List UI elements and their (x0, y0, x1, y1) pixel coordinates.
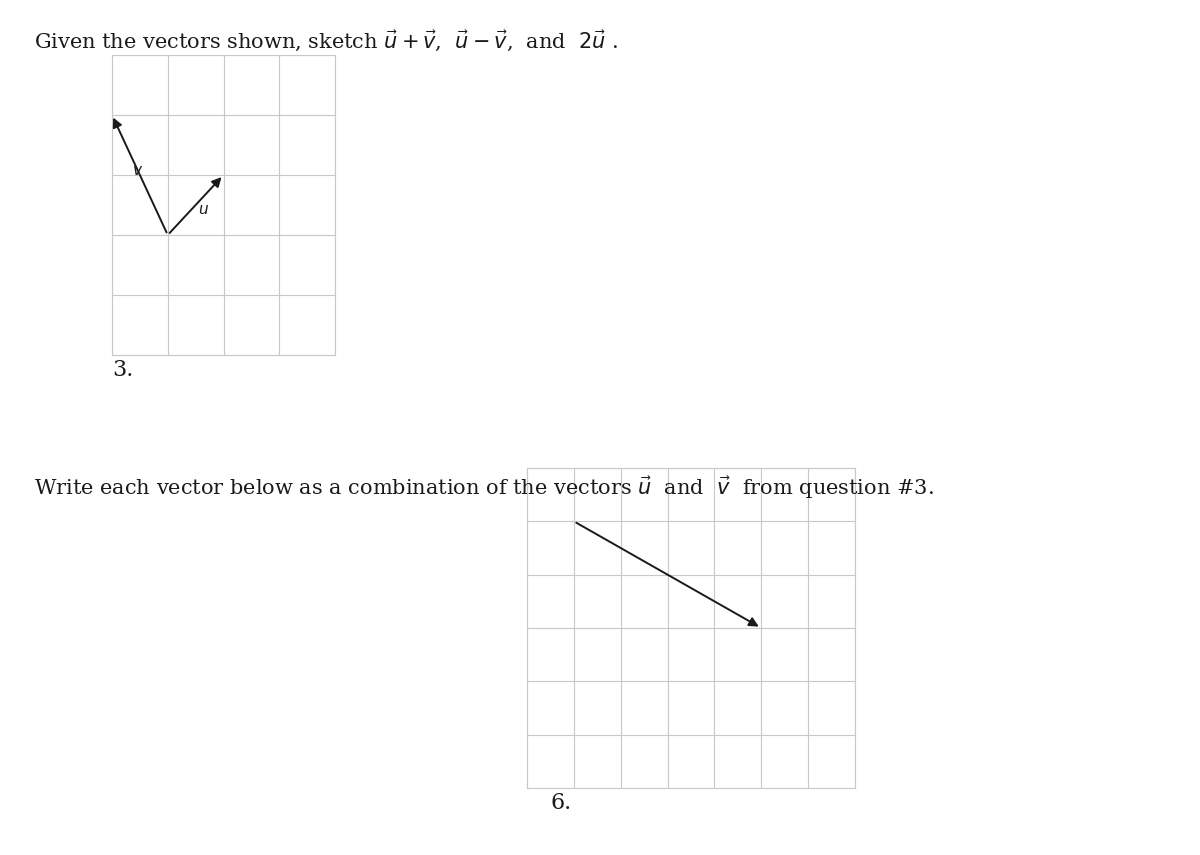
Text: Write each vector below as a combination of the vectors $\vec{u}$  and  $\vec{v}: Write each vector below as a combination… (34, 475, 934, 501)
Text: 3.: 3. (112, 359, 133, 381)
Text: $\mathit{u}$: $\mathit{u}$ (198, 202, 209, 217)
Text: Given the vectors shown, sketch $\vec{u}+\vec{v}$,  $\vec{u}-\vec{v}$,  and  $2\: Given the vectors shown, sketch $\vec{u}… (34, 28, 618, 53)
Text: 6.: 6. (551, 793, 572, 814)
Text: $\mathit{v}$: $\mathit{v}$ (132, 163, 143, 178)
